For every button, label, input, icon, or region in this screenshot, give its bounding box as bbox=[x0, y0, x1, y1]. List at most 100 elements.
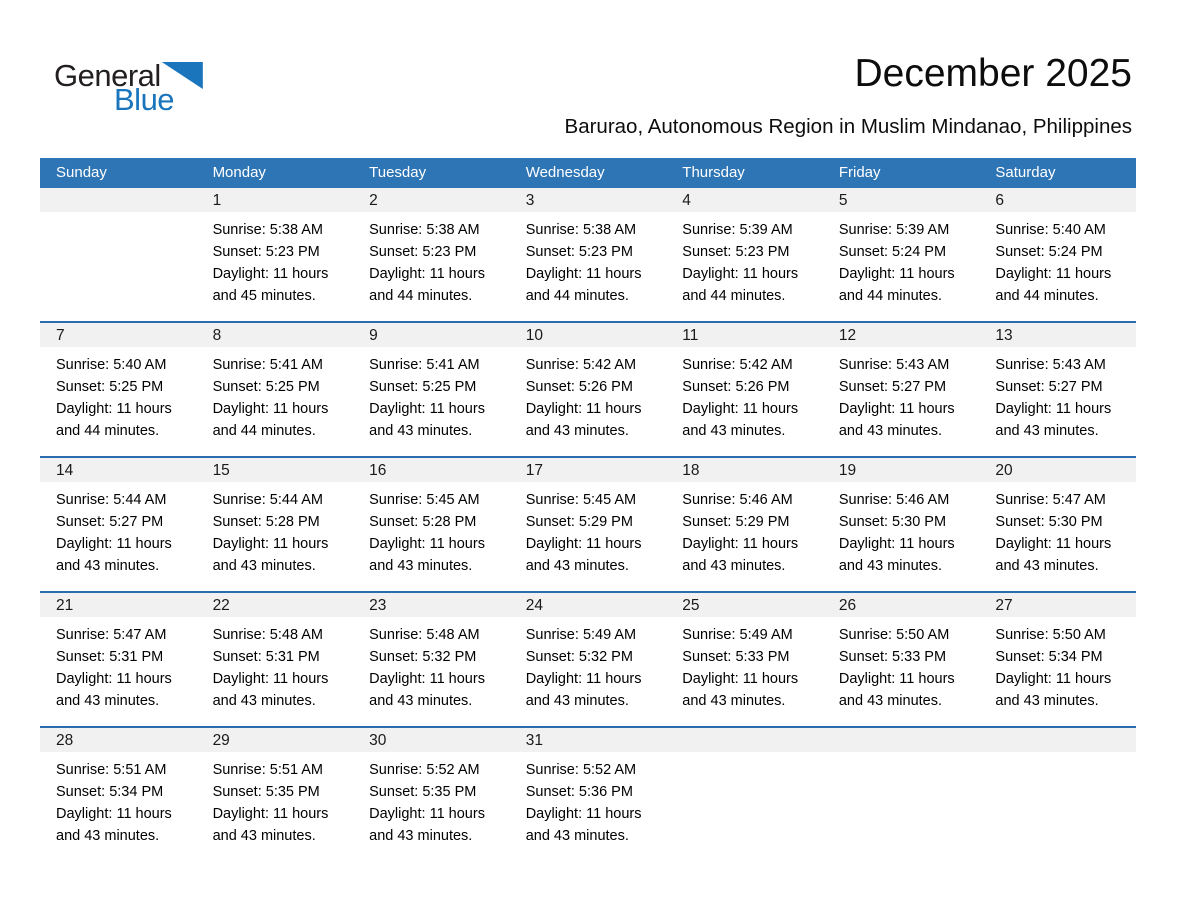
day-cell: Sunrise: 5:50 AM Sunset: 5:34 PM Daylight:… bbox=[979, 617, 1136, 726]
detail-band: Sunrise: 5:38 AM Sunset: 5:23 PM Daylight:… bbox=[40, 212, 1136, 321]
sunrise-label: Sunrise: bbox=[369, 492, 423, 508]
dow-header-friday: Friday bbox=[838, 164, 881, 181]
sunrise-label: Sunrise: bbox=[682, 492, 736, 508]
sunset-line: Sunset: 5:34 PM bbox=[56, 781, 179, 803]
day-cell: Sunrise: 5:52 AM Sunset: 5:36 PM Daylight:… bbox=[510, 752, 667, 861]
daylight-value: 11 hours and 44 minutes. bbox=[56, 401, 172, 439]
sunset-label: Sunset: bbox=[525, 784, 575, 800]
sunrise-label: Sunrise: bbox=[995, 357, 1049, 373]
sunrise-value: 5:47 AM bbox=[113, 627, 167, 643]
sunset-line: Sunset: 5:23 PM bbox=[213, 241, 336, 263]
calendar-weeks: 1 2 3 4 5 6 Sunrise: 5:38 AM Sunset: 5:23 PM Day… bbox=[40, 188, 1136, 861]
sunrise-value: 5:48 AM bbox=[426, 627, 480, 643]
logo-text-blue: Blue bbox=[114, 82, 175, 117]
sunrise-line: Sunrise: 5:48 AM bbox=[213, 624, 336, 646]
daylight-value: 11 hours and 43 minutes. bbox=[995, 536, 1112, 574]
sunrise-line: Sunrise: 5:40 AM bbox=[56, 354, 179, 376]
daylight-value: 11 hours and 43 minutes. bbox=[212, 671, 329, 709]
daylight-value: 11 hours and 44 minutes. bbox=[212, 401, 329, 439]
daylight-value: 11 hours and 44 minutes. bbox=[682, 266, 799, 304]
sunrise-line: Sunrise: 5:38 AM bbox=[526, 219, 649, 241]
day-cell: Sunrise: 5:51 AM Sunset: 5:34 PM Daylight:… bbox=[40, 752, 197, 861]
daylight-value: 11 hours and 43 minutes. bbox=[212, 536, 329, 574]
day-number: 14 bbox=[56, 462, 74, 479]
day-cell: Sunrise: 5:43 AM Sunset: 5:27 PM Daylight:… bbox=[979, 347, 1136, 456]
day-number: 29 bbox=[212, 732, 230, 749]
sunset-line: Sunset: 5:35 PM bbox=[369, 781, 492, 803]
sunset-line: Sunset: 5:26 PM bbox=[682, 376, 805, 398]
day-number: 25 bbox=[682, 597, 700, 614]
daylight-line: Daylight: 11 hours and 43 minutes. bbox=[682, 533, 805, 577]
daylight-line: Daylight: 11 hours and 43 minutes. bbox=[526, 668, 649, 712]
daylight-line: Daylight: 11 hours and 43 minutes. bbox=[56, 668, 179, 712]
sunrise-value: 5:46 AM bbox=[739, 492, 793, 508]
day-cell: Sunrise: 5:52 AM Sunset: 5:35 PM Daylight:… bbox=[353, 752, 510, 861]
day-cell: Sunrise: 5:48 AM Sunset: 5:31 PM Daylight:… bbox=[197, 617, 354, 726]
logo-text-general: General bbox=[54, 58, 161, 93]
sunset-value: 5:33 PM bbox=[735, 649, 790, 665]
sunrise-label: Sunrise: bbox=[525, 762, 579, 778]
daylight-value: 11 hours and 43 minutes. bbox=[212, 806, 329, 844]
day-number-cell: 26 bbox=[823, 593, 980, 618]
day-number: 16 bbox=[369, 462, 387, 479]
daylight-label: Daylight: bbox=[369, 536, 426, 552]
dow-header-saturday: Saturday bbox=[995, 164, 1056, 181]
sunrise-line: Sunrise: 5:51 AM bbox=[56, 759, 179, 781]
daylight-label: Daylight: bbox=[838, 401, 896, 417]
sunrise-label: Sunrise: bbox=[838, 357, 893, 373]
date-band: 7 8 9 10 11 12 13 bbox=[40, 323, 1136, 347]
sunrise-label: Sunrise: bbox=[525, 627, 579, 643]
sunset-value: 5:30 PM bbox=[1048, 514, 1103, 530]
daylight-line: Daylight: 11 hours and 43 minutes. bbox=[995, 533, 1118, 577]
day-number-cell: 28 bbox=[40, 728, 197, 753]
dow-header-wednesday: Wednesday bbox=[525, 164, 605, 181]
daylight-value: 11 hours and 43 minutes. bbox=[525, 401, 642, 439]
daylight-label: Daylight: bbox=[212, 401, 269, 417]
day-cell: Sunrise: 5:47 AM Sunset: 5:31 PM Daylight:… bbox=[40, 617, 197, 726]
day-cell: Sunrise: 5:39 AM Sunset: 5:23 PM Daylight:… bbox=[666, 212, 823, 321]
sunrise-value: 5:41 AM bbox=[426, 357, 480, 373]
sunrise-label: Sunrise: bbox=[212, 492, 266, 508]
daylight-line: Daylight: 11 hours and 43 minutes. bbox=[839, 398, 962, 442]
daylight-line: Daylight: 11 hours and 44 minutes. bbox=[213, 398, 336, 442]
sunrise-line: Sunrise: 5:47 AM bbox=[995, 489, 1118, 511]
sunrise-label: Sunrise: bbox=[682, 357, 736, 373]
day-cell: Sunrise: 5:45 AM Sunset: 5:28 PM Daylight:… bbox=[353, 482, 510, 591]
day-cell: Sunrise: 5:49 AM Sunset: 5:33 PM Daylight:… bbox=[666, 617, 823, 726]
sunset-label: Sunset: bbox=[212, 244, 262, 260]
day-number: 3 bbox=[525, 192, 535, 209]
sunset-line: Sunset: 5:31 PM bbox=[213, 646, 336, 668]
day-of-week-header-row: Sunday Monday Tuesday Wednesday Thursday… bbox=[40, 158, 1136, 188]
day-cell: Sunrise: 5:50 AM Sunset: 5:33 PM Daylight:… bbox=[823, 617, 980, 726]
sunset-label: Sunset: bbox=[56, 784, 106, 800]
sunset-value: 5:33 PM bbox=[892, 649, 947, 665]
sunset-line: Sunset: 5:29 PM bbox=[526, 511, 649, 533]
day-number-cell: 11 bbox=[666, 323, 823, 348]
daylight-value: 11 hours and 43 minutes. bbox=[369, 806, 485, 844]
dow-header-sunday: Sunday bbox=[56, 164, 107, 181]
day-number: 30 bbox=[369, 732, 387, 749]
daylight-line: Daylight: 11 hours and 43 minutes. bbox=[682, 668, 805, 712]
day-cell: Sunrise: 5:45 AM Sunset: 5:29 PM Daylight:… bbox=[510, 482, 667, 591]
sunrise-label: Sunrise: bbox=[682, 627, 736, 643]
empty-day-cell bbox=[666, 752, 823, 861]
sunset-line: Sunset: 5:34 PM bbox=[995, 646, 1118, 668]
sunrise-value: 5:45 AM bbox=[582, 492, 637, 508]
day-cell: Sunrise: 5:44 AM Sunset: 5:28 PM Daylight:… bbox=[197, 482, 354, 591]
sunset-value: 5:25 PM bbox=[422, 379, 477, 395]
day-number: 15 bbox=[212, 462, 230, 479]
sunset-value: 5:35 PM bbox=[265, 784, 320, 800]
day-number: 1 bbox=[212, 192, 222, 209]
daylight-label: Daylight: bbox=[682, 266, 739, 282]
day-number-cell: 29 bbox=[197, 728, 354, 753]
daylight-line: Daylight: 11 hours and 43 minutes. bbox=[213, 533, 336, 577]
daylight-value: 11 hours and 43 minutes. bbox=[369, 536, 485, 574]
daylight-label: Daylight: bbox=[56, 401, 113, 417]
sunrise-line: Sunrise: 5:44 AM bbox=[213, 489, 336, 511]
sunset-label: Sunset: bbox=[838, 514, 889, 530]
day-number-cell: 30 bbox=[353, 728, 510, 753]
daylight-value: 11 hours and 43 minutes. bbox=[525, 671, 642, 709]
daylight-label: Daylight: bbox=[212, 671, 269, 687]
sunset-label: Sunset: bbox=[995, 244, 1045, 260]
sunset-label: Sunset: bbox=[682, 379, 732, 395]
